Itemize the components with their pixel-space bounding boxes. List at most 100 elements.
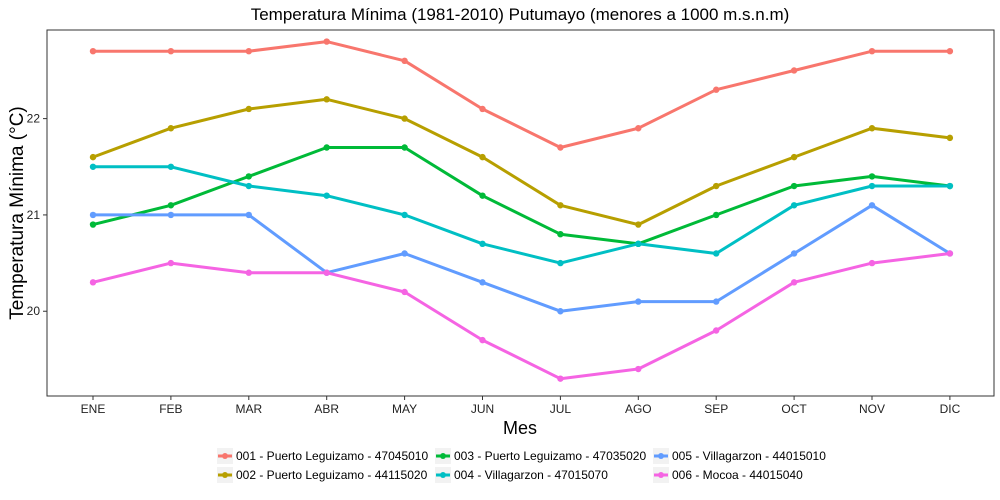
data-point	[479, 105, 486, 113]
series-lines	[89, 38, 954, 382]
data-point	[946, 182, 954, 190]
data-point	[479, 192, 486, 199]
data-point	[713, 182, 720, 190]
series-line	[91, 165, 952, 265]
data-point	[557, 202, 564, 209]
legend-item: 003 - Puerto Leguizamo - 47035020	[435, 448, 646, 464]
data-point	[167, 125, 175, 132]
data-point	[401, 115, 408, 122]
y-tick-label: 22	[27, 112, 41, 126]
data-point	[401, 144, 408, 151]
data-point	[790, 67, 798, 74]
legend-key-point	[222, 472, 228, 478]
data-point	[713, 298, 720, 305]
legend-label: 004 - Villagarzon - 47015070	[454, 468, 608, 482]
data-point	[868, 202, 876, 209]
data-point	[635, 221, 642, 228]
data-point	[245, 173, 252, 180]
data-point	[557, 230, 564, 238]
x-tick-label: OCT	[781, 402, 807, 416]
data-point	[89, 279, 97, 286]
series-line	[91, 146, 952, 246]
data-point	[557, 308, 564, 315]
data-point	[323, 38, 330, 45]
data-point	[89, 47, 97, 55]
data-point	[401, 250, 408, 257]
data-point	[323, 96, 330, 103]
data-point	[167, 202, 175, 209]
x-tick-label: JUL	[550, 402, 572, 416]
data-point	[868, 47, 876, 55]
series-group	[89, 38, 954, 151]
legend-label: 002 - Puerto Leguizamo - 44115020	[236, 468, 428, 482]
data-point	[323, 144, 330, 151]
y-axis-title: Temperatura Mínima (°C)	[7, 106, 28, 319]
series-line	[91, 203, 952, 313]
data-point	[790, 153, 798, 161]
data-point	[713, 211, 720, 219]
series-group	[89, 144, 954, 248]
legend-key-point	[440, 453, 446, 459]
legend-key-point	[658, 472, 664, 478]
data-point	[713, 86, 720, 93]
axes: 20 21 22 ENE FEB MAR ABR MAY JUN JUL AGO SEP OCT NOV D…	[27, 112, 961, 416]
legend-item: 006 - Mocoa - 44015040	[653, 467, 803, 483]
data-point	[245, 269, 252, 276]
x-tick-label: ENE	[81, 402, 106, 416]
data-point	[245, 47, 252, 55]
data-point	[479, 336, 486, 344]
legend: 001 - Puerto Leguizamo - 47045010 002 - P…	[217, 448, 826, 483]
data-point	[245, 105, 252, 113]
data-point	[89, 163, 97, 170]
series-line	[91, 40, 952, 149]
legend-item: 004 - Villagarzon - 47015070	[435, 467, 608, 483]
data-point	[89, 211, 97, 219]
series-group	[89, 96, 954, 228]
x-tick-label: MAR	[235, 402, 262, 416]
data-point	[245, 211, 252, 219]
data-point	[479, 279, 486, 286]
data-point	[868, 182, 876, 190]
data-point	[946, 47, 954, 55]
data-point	[790, 279, 798, 286]
y-tick-label: 20	[27, 304, 41, 318]
data-point	[868, 259, 876, 267]
data-point	[401, 57, 408, 65]
legend-label: 001 - Puerto Leguizamo - 47045010	[236, 449, 428, 463]
legend-item: 005 - Villagarzon - 44015010	[653, 448, 826, 464]
data-point	[245, 182, 252, 190]
x-tick-label: NOV	[859, 402, 885, 416]
data-point	[790, 182, 798, 190]
data-point	[790, 250, 798, 257]
data-point	[401, 211, 408, 219]
data-point	[479, 240, 486, 248]
data-point	[557, 259, 564, 267]
data-point	[323, 192, 330, 199]
y-tick-label: 21	[27, 208, 41, 222]
legend-label: 006 - Mocoa - 44015040	[672, 468, 803, 482]
data-point	[946, 250, 954, 257]
legend-label: 005 - Villagarzon - 44015010	[672, 449, 826, 463]
x-axis-title: Mes	[503, 418, 537, 438]
data-point	[89, 221, 97, 228]
data-point	[557, 375, 564, 382]
data-point	[167, 163, 175, 170]
data-point	[635, 240, 642, 248]
data-point	[323, 269, 330, 276]
data-point	[635, 298, 642, 305]
data-point	[167, 259, 175, 267]
legend-item: 002 - Puerto Leguizamo - 44115020	[217, 467, 428, 483]
series-line	[91, 97, 952, 227]
data-point	[946, 134, 954, 142]
data-point	[868, 125, 876, 132]
data-point	[635, 365, 642, 373]
series-group	[89, 250, 954, 382]
x-tick-label: ABR	[314, 402, 339, 416]
legend-key-point	[222, 453, 228, 459]
data-point	[89, 153, 97, 161]
x-tick-label: JUN	[471, 402, 494, 416]
series-group	[89, 163, 954, 267]
data-point	[167, 47, 175, 55]
legend-key-point	[440, 472, 446, 478]
